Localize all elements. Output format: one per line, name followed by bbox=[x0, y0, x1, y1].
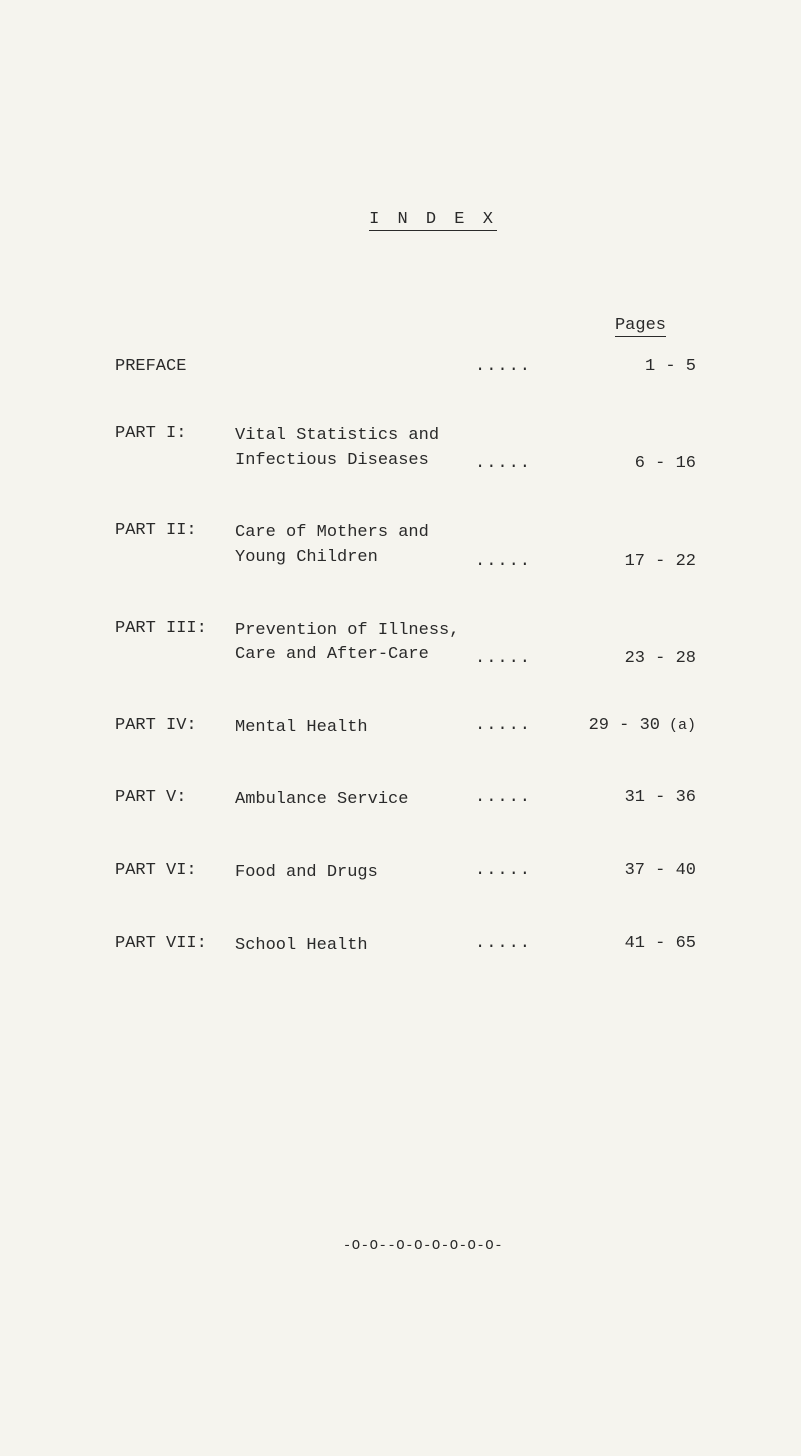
page-range: 6 - 16 bbox=[545, 454, 701, 473]
index-row: PART V:Ambulance Service..... 31 - 36 bbox=[115, 788, 701, 813]
index-title-wrap: I N D E X bbox=[165, 210, 701, 231]
page-range: 37 - 40 bbox=[545, 861, 701, 880]
ornamental-separator: -O-O--O-O-O-O-O-O- bbox=[145, 1238, 701, 1254]
pages-header-text: Pages bbox=[615, 316, 666, 337]
page-range: 17 - 22 bbox=[545, 552, 701, 571]
part-description: Prevention of Illness, Care and After-Ca… bbox=[235, 619, 475, 668]
page-range-text: 1 - 5 bbox=[645, 357, 696, 376]
page-range-text: 29 - 30 bbox=[589, 716, 660, 735]
leader-dots: ..... bbox=[475, 861, 545, 880]
part-description: Vital Statistics and Infectious Diseases bbox=[235, 424, 475, 473]
leader-dots: ..... bbox=[475, 716, 545, 735]
part-label: PART VI: bbox=[115, 861, 235, 880]
pages-column-header: Pages bbox=[115, 316, 666, 335]
leader-dots: ..... bbox=[475, 454, 545, 473]
page-range-text: 37 - 40 bbox=[625, 861, 696, 880]
index-row: PART VI:Food and Drugs..... 37 - 40 bbox=[115, 861, 701, 886]
page-range-text: 17 - 22 bbox=[625, 552, 696, 571]
page-range-text: 6 - 16 bbox=[635, 454, 696, 473]
page-range: 31 - 36 bbox=[545, 788, 701, 807]
index-row: PART III:Prevention of Illness, Care and… bbox=[115, 619, 701, 668]
page-range: 1 - 5 bbox=[545, 357, 701, 376]
index-row: PREFACE..... 1 - 5 bbox=[115, 357, 701, 376]
index-title: I N D E X bbox=[369, 210, 497, 231]
page-range: 29 - 30 (a) bbox=[545, 716, 701, 735]
leader-dots: ..... bbox=[475, 357, 545, 376]
index-rows: PREFACE..... 1 - 5 PART I:Vital Statistics… bbox=[115, 357, 701, 958]
part-label: PART V: bbox=[115, 788, 235, 807]
page-range: 41 - 65 bbox=[545, 934, 701, 953]
part-description: Care of Mothers and Young Children bbox=[235, 521, 475, 570]
page-range-text: 41 - 65 bbox=[625, 934, 696, 953]
page-range-text: 31 - 36 bbox=[625, 788, 696, 807]
index-row: PART I:Vital Statistics and Infectious D… bbox=[115, 424, 701, 473]
part-label: PART VII: bbox=[115, 934, 235, 953]
part-label: PART I: bbox=[115, 424, 235, 443]
leader-dots: ..... bbox=[475, 788, 545, 807]
page-range-text: 23 - 28 bbox=[625, 649, 696, 668]
leader-dots: ..... bbox=[475, 552, 545, 571]
part-label: PART II: bbox=[115, 521, 235, 540]
part-description: School Health bbox=[235, 934, 475, 959]
part-description: Mental Health bbox=[235, 716, 475, 741]
index-row: PART IV:Mental Health.....29 - 30 (a) bbox=[115, 716, 701, 741]
index-row: PART II:Care of Mothers and Young Childr… bbox=[115, 521, 701, 570]
leader-dots: ..... bbox=[475, 934, 545, 953]
leader-dots: ..... bbox=[475, 649, 545, 668]
page-range-suffix: (a) bbox=[660, 717, 696, 734]
part-description: Ambulance Service bbox=[235, 788, 475, 813]
page-range: 23 - 28 bbox=[545, 649, 701, 668]
part-label: PREFACE bbox=[115, 357, 235, 376]
part-label: PART III: bbox=[115, 619, 235, 638]
part-label: PART IV: bbox=[115, 716, 235, 735]
part-description: Food and Drugs bbox=[235, 861, 475, 886]
index-row: PART VII:School Health..... 41 - 65 bbox=[115, 934, 701, 959]
